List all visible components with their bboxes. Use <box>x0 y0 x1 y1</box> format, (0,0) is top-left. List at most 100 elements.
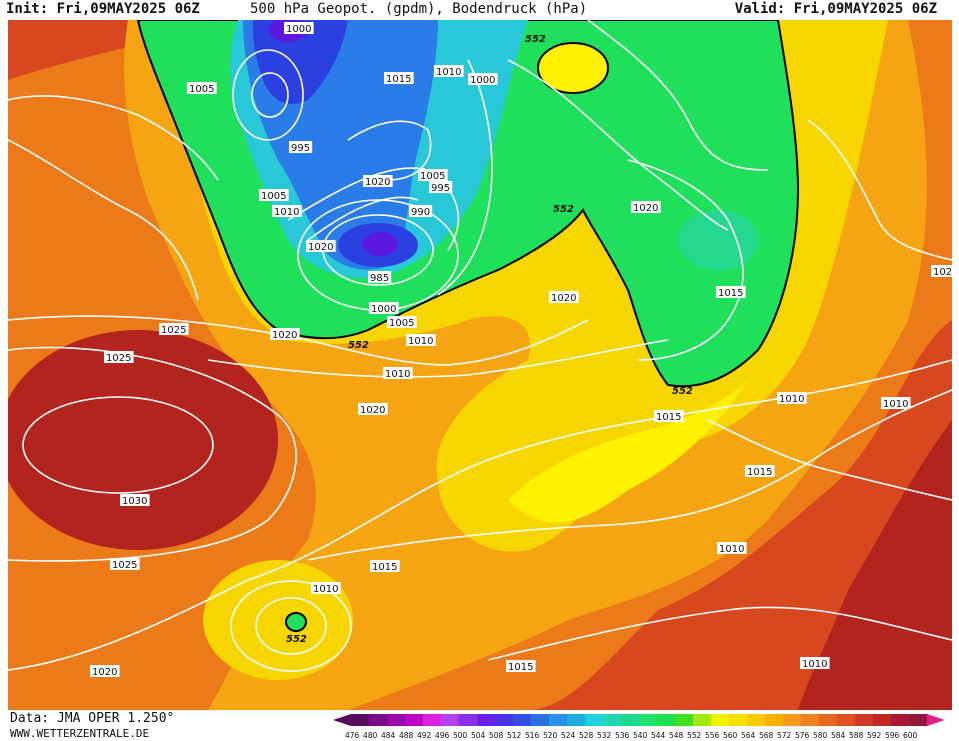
colorbar-tick-label: 584 <box>831 731 846 740</box>
colorbar-ticks: 476 480 484 488 492 496 500 504 508 512 516 520 524 5… <box>345 731 918 740</box>
isobar-label-bg <box>120 494 150 506</box>
valid-time-label: Valid: Fri,09MAY2025 06Z <box>734 1 937 17</box>
isobar-label-bg <box>369 302 399 314</box>
isobar-label: 1000 <box>286 24 311 35</box>
isobar-label-bg <box>418 169 448 181</box>
isobar-label-bg <box>104 351 134 363</box>
colorbar-tick-label: 560 <box>723 731 738 740</box>
isobar-label: 1025 <box>161 325 186 336</box>
isobar-line <box>487 606 952 661</box>
colorbar-cell <box>819 714 837 726</box>
isobar-label: 995 <box>291 143 310 154</box>
isobar-label-bg <box>387 316 417 328</box>
colorbar-tick-label: 540 <box>633 731 648 740</box>
colorbar-cell <box>477 714 495 726</box>
colorbar-tick-label: 564 <box>741 731 756 740</box>
colorbar-tick-label: 552 <box>687 731 702 740</box>
geopot-552-label: 552 <box>672 386 693 397</box>
isobar-label-bg <box>631 201 661 213</box>
isobar-labels: 1000100599510151010100010051010102010059… <box>90 22 952 678</box>
colorbar-tick-label: 524 <box>561 731 576 740</box>
isobar-label: 1005 <box>189 84 214 95</box>
isobar-line <box>587 20 769 171</box>
colorbar-cell <box>603 714 621 726</box>
isobar-label-bg <box>549 291 579 303</box>
isobar-label: 1010 <box>802 659 827 670</box>
isobar-label: 1000 <box>470 75 495 86</box>
isobar-line <box>22 396 214 494</box>
isobar-label-bg <box>289 141 313 153</box>
colorbar-tick-label: 576 <box>795 731 810 740</box>
colorbar-cell <box>639 714 657 726</box>
isobar-line <box>627 159 744 361</box>
isobar-label-bg <box>358 403 388 415</box>
isobar-label-bg <box>159 323 189 335</box>
isobar-label-bg <box>745 465 775 477</box>
isobar-label: 1000 <box>371 304 396 315</box>
isobar-label: 1020 <box>360 405 385 416</box>
colorbar-tick-label: 596 <box>885 731 900 740</box>
colorbar-tick-label: 600 <box>903 731 918 740</box>
colorbar-tick-label: 480 <box>363 731 378 740</box>
teal-cell <box>678 210 758 270</box>
colorbar-tick-label: 476 <box>345 731 360 740</box>
isobar-label: 1020 <box>272 330 297 341</box>
colorbar-tick-label: 520 <box>543 731 558 740</box>
isobar-label: 1025 <box>933 267 952 278</box>
isobar-line <box>807 119 952 261</box>
isobar-label-bg <box>311 582 341 594</box>
isobar-label: 985 <box>370 273 389 284</box>
colorbar-cell <box>693 714 711 726</box>
colorbar-cell <box>549 714 567 726</box>
cutoff-green-core <box>285 612 307 632</box>
isobar-line <box>251 72 289 118</box>
isobar-label: 1015 <box>747 467 772 478</box>
isobar-label-bg <box>434 65 464 77</box>
isobar-line <box>307 196 419 241</box>
geopot-552-labels: 552 552 552 552 552 <box>286 34 693 645</box>
colorbar-cell <box>891 714 909 726</box>
colorbar-tick-label: 536 <box>615 731 630 740</box>
isobar-label: 990 <box>411 207 430 218</box>
isobar-label: 1010 <box>436 67 461 78</box>
colorbar-cell <box>513 714 531 726</box>
isobar-label: 1005 <box>261 191 286 202</box>
isobar-line <box>232 49 304 141</box>
colorbar-left-arrow <box>333 714 351 726</box>
isobar-label: 1020 <box>551 293 576 304</box>
isobar-label: 1015 <box>372 562 397 573</box>
colorbar-tick-label: 500 <box>453 731 468 740</box>
colorbar-right-arrow <box>927 714 945 726</box>
isobar-label-bg <box>90 665 120 677</box>
isobar-label-bg <box>406 334 436 346</box>
colorbar-tick-label: 568 <box>759 731 774 740</box>
isobar-label-bg <box>259 189 289 201</box>
colorbar-cell <box>909 714 927 726</box>
colorbar-cell <box>387 714 405 726</box>
isobar-label-bg <box>272 205 302 217</box>
colorbar-tick-label: 496 <box>435 731 450 740</box>
colorbar-tick-label: 592 <box>867 731 882 740</box>
colorbar-tick-label: 580 <box>813 731 828 740</box>
isobar-label: 1010 <box>385 369 410 380</box>
isobar-label-bg <box>110 558 140 570</box>
colorbar-tick-label: 504 <box>471 731 486 740</box>
isobar-label-bg <box>409 205 433 217</box>
colorbar-tick-label: 508 <box>489 731 504 740</box>
isobar-line <box>230 580 352 672</box>
isobar-line <box>207 339 669 378</box>
isobar-label-bg <box>363 175 393 187</box>
isobar-line <box>347 120 432 181</box>
isobar-label: 1015 <box>656 412 681 423</box>
colorbar-cells <box>333 714 945 726</box>
colorbar-tick-label: 512 <box>507 731 522 740</box>
colorbar-cell <box>675 714 693 726</box>
isobar-label: 1020 <box>633 203 658 214</box>
colorbar-cell <box>765 714 783 726</box>
isobar-label: 1015 <box>386 74 411 85</box>
isobar-line <box>255 597 327 655</box>
colorbar-cell <box>531 714 549 726</box>
se-deep-red <box>798 420 952 710</box>
isobar-label-bg <box>383 367 413 379</box>
isobar-label-bg <box>654 410 684 422</box>
